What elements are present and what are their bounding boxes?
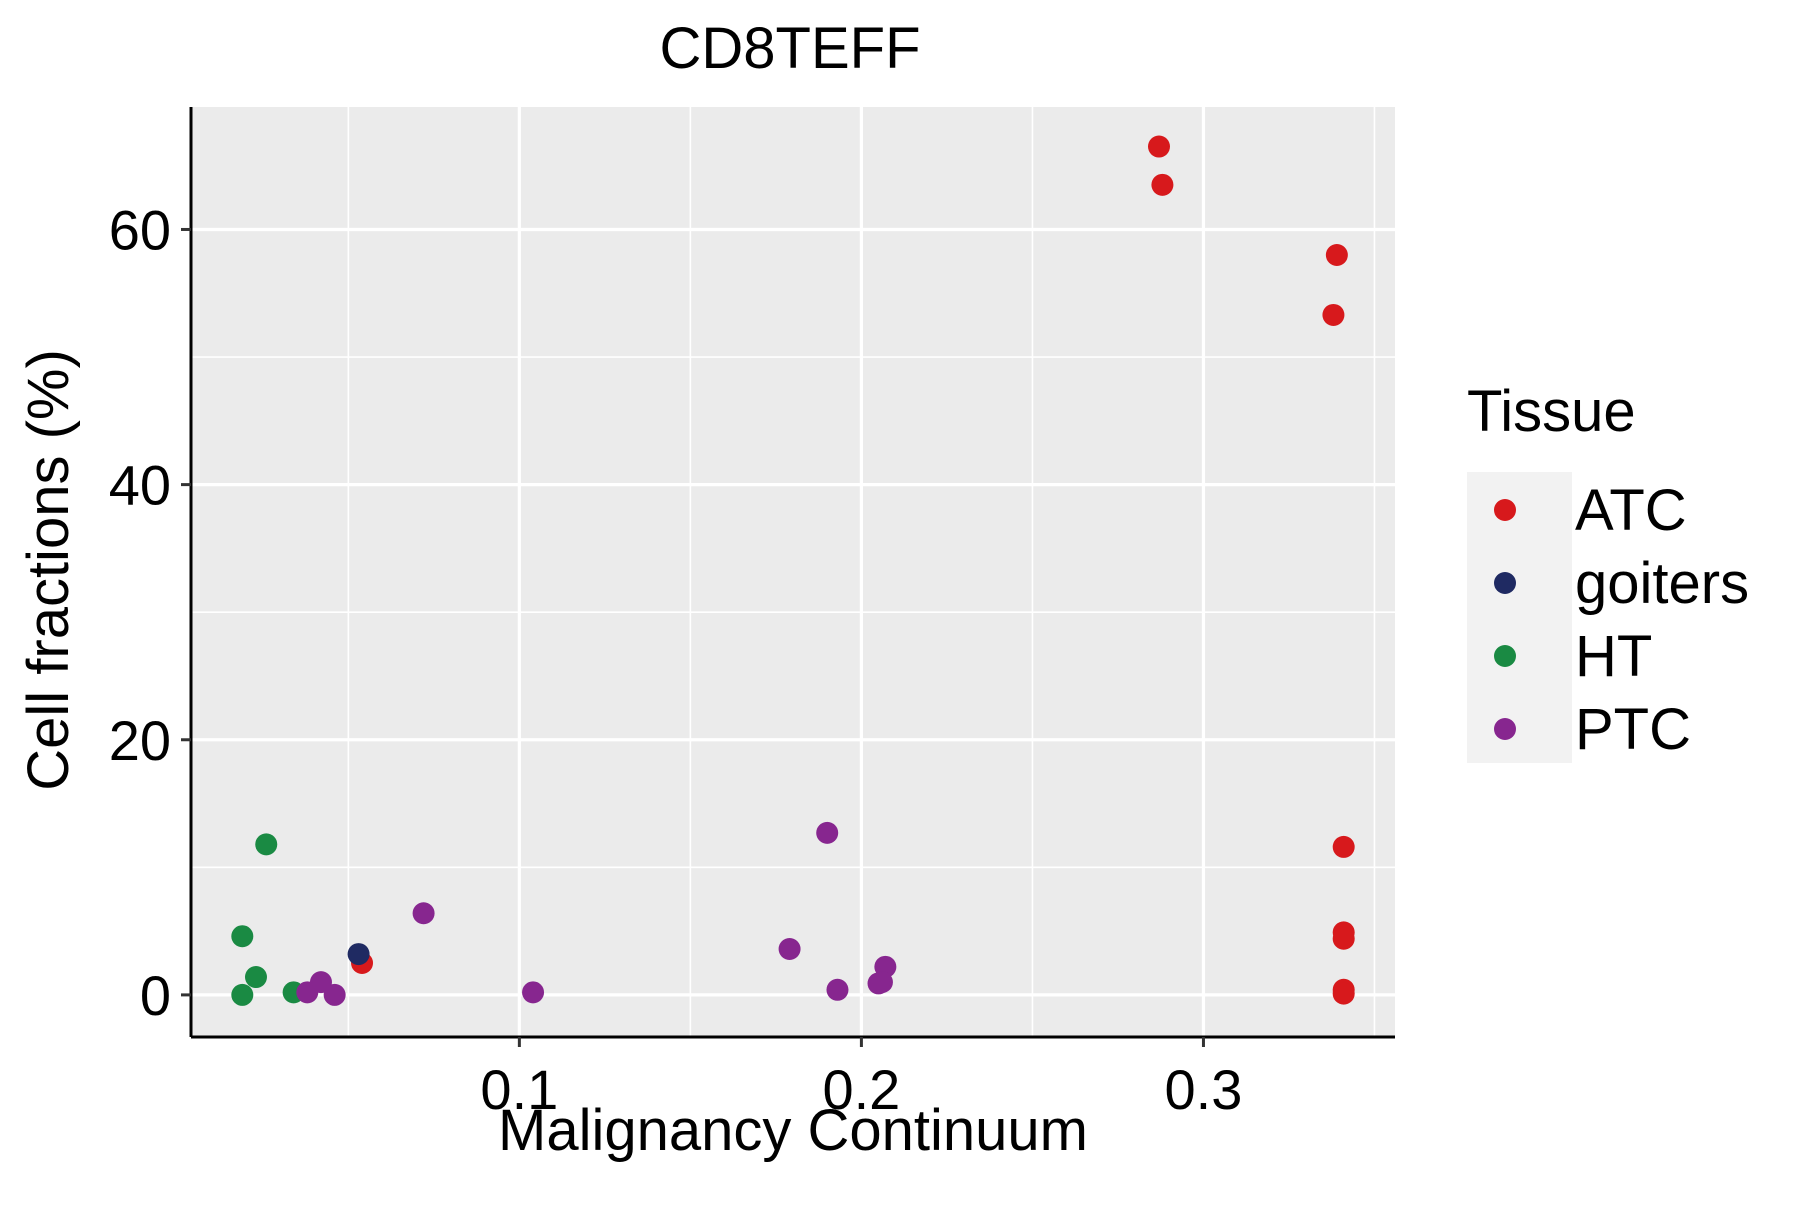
y-tick-label: 40 xyxy=(109,454,171,517)
data-point-atc xyxy=(1147,135,1170,158)
x-tick-label: 0.1 xyxy=(480,1058,558,1121)
data-point-ht xyxy=(244,966,267,989)
x-tick-label: 0.2 xyxy=(822,1058,900,1121)
x-tick-label: 0.3 xyxy=(1165,1058,1243,1121)
legend-key-atc xyxy=(1494,499,1516,521)
x-axis-label: Malignancy Continuum xyxy=(498,1098,1088,1163)
legend-label-atc: ATC xyxy=(1575,478,1687,543)
legend-key-ht xyxy=(1494,645,1516,667)
data-point-ptc xyxy=(826,978,849,1001)
data-point-goiters xyxy=(347,943,370,966)
legend-label-goiters: goiters xyxy=(1575,551,1749,616)
data-point-ht xyxy=(231,983,254,1006)
data-point-ht xyxy=(255,833,278,856)
data-point-atc xyxy=(1332,927,1355,950)
data-point-atc xyxy=(1332,982,1355,1005)
y-tick-label: 0 xyxy=(140,964,171,1027)
plot-panel xyxy=(191,107,1395,1037)
data-points xyxy=(231,135,1355,1006)
data-point-ptc xyxy=(778,937,801,960)
data-point-ptc xyxy=(323,983,346,1006)
data-point-atc xyxy=(1151,173,1174,196)
y-axis-ticks: 0 20 40 60 xyxy=(109,198,191,1027)
legend-label-ptc: PTC xyxy=(1575,697,1691,762)
data-point-atc xyxy=(1332,835,1355,858)
legend-label-ht: HT xyxy=(1575,624,1652,689)
legend: Tissue ATC goiters HT PTC xyxy=(1467,379,1749,763)
legend-title: Tissue xyxy=(1467,379,1636,444)
data-point-ht xyxy=(231,925,254,948)
y-axis-label: Cell fractions (%) xyxy=(16,349,81,791)
data-point-ptc xyxy=(522,981,545,1004)
data-point-atc xyxy=(1322,303,1345,326)
legend-key-ptc xyxy=(1494,718,1516,740)
data-point-ptc xyxy=(412,902,435,925)
data-point-atc xyxy=(1325,243,1348,266)
data-point-ptc xyxy=(816,821,839,844)
y-tick-label: 60 xyxy=(109,198,171,261)
legend-items: ATC goiters HT PTC xyxy=(1494,478,1749,762)
data-point-ptc xyxy=(867,972,890,995)
chart-title: CD8TEFF xyxy=(660,16,921,81)
legend-key-goiters xyxy=(1494,572,1516,594)
data-point-ptc xyxy=(296,981,319,1004)
x-axis-ticks: 0.1 0.2 0.3 xyxy=(480,1037,1242,1121)
grid-lines xyxy=(191,107,1395,1037)
legend-key-background xyxy=(1467,472,1572,763)
y-tick-label: 20 xyxy=(109,709,171,772)
